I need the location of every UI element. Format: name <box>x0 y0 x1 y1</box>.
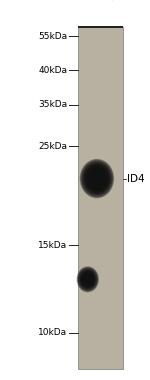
Ellipse shape <box>95 176 99 181</box>
Text: 15kDa: 15kDa <box>38 241 68 250</box>
Ellipse shape <box>83 162 111 195</box>
Ellipse shape <box>81 161 112 196</box>
Ellipse shape <box>91 172 102 185</box>
Ellipse shape <box>84 163 110 194</box>
Bar <box>78 27 123 369</box>
Ellipse shape <box>89 170 105 187</box>
Text: 40kDa: 40kDa <box>39 66 68 75</box>
Ellipse shape <box>81 271 95 288</box>
Ellipse shape <box>87 278 89 280</box>
Ellipse shape <box>88 168 106 189</box>
Ellipse shape <box>86 166 108 191</box>
Text: 10kDa: 10kDa <box>38 328 68 337</box>
Bar <box>78 26 123 28</box>
Ellipse shape <box>90 171 104 186</box>
Ellipse shape <box>85 276 90 282</box>
Ellipse shape <box>83 274 92 285</box>
Ellipse shape <box>79 269 96 290</box>
Ellipse shape <box>93 174 101 184</box>
Ellipse shape <box>80 270 96 288</box>
Ellipse shape <box>80 160 113 198</box>
Ellipse shape <box>96 177 98 180</box>
Ellipse shape <box>87 167 107 190</box>
Ellipse shape <box>85 165 109 193</box>
Ellipse shape <box>82 273 93 285</box>
Ellipse shape <box>78 268 97 291</box>
Text: Mouse kidney: Mouse kidney <box>108 0 150 2</box>
Ellipse shape <box>94 175 100 182</box>
Ellipse shape <box>84 275 91 283</box>
Text: ID4: ID4 <box>128 174 145 184</box>
Text: 25kDa: 25kDa <box>39 142 68 151</box>
Text: 55kDa: 55kDa <box>38 32 68 41</box>
Ellipse shape <box>82 272 94 287</box>
Ellipse shape <box>77 267 98 292</box>
Ellipse shape <box>86 277 90 281</box>
Text: 35kDa: 35kDa <box>38 100 68 109</box>
